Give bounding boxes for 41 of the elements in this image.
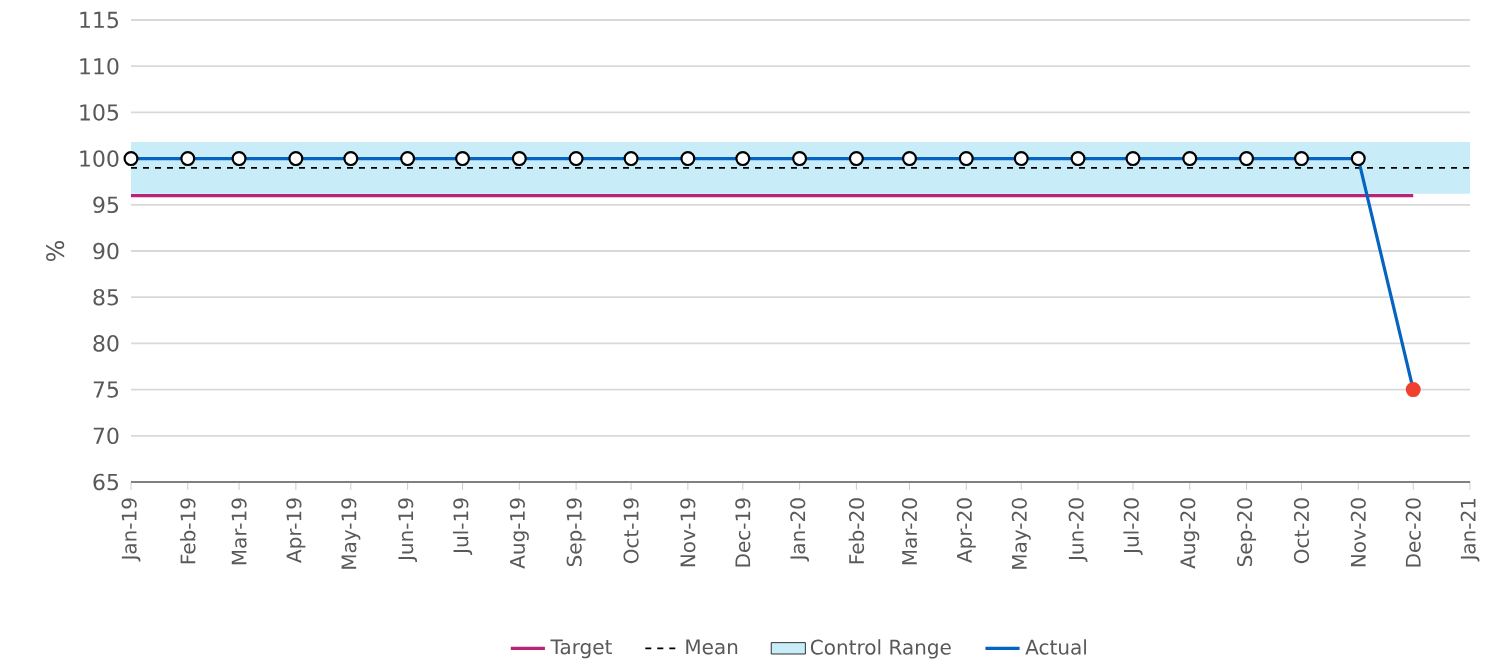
legend-label: Control Range (810, 639, 951, 659)
x-tick-label: Oct-19 (623, 498, 639, 564)
y-tick-label: 70 (93, 427, 119, 445)
x-tick-label: Mar-19 (231, 498, 247, 565)
x-tick-label: Jul-19 (452, 498, 473, 555)
x-tick-label: Nov-20 (1350, 498, 1366, 567)
x-tick-label: Mar-20 (901, 498, 918, 565)
x-tick-label: May-20 (1011, 498, 1031, 569)
x-tick-label: Dec-19 (735, 498, 751, 567)
y-tick-label: 100 (80, 150, 119, 167)
x-tick-label: Jan-20 (790, 498, 810, 562)
x-tick-label: Feb-20 (848, 498, 865, 564)
y-tick-label: 95 (93, 196, 119, 214)
y-axis-title: % (46, 240, 65, 262)
x-tick-label: Jan-21 (1460, 498, 1480, 562)
y-tick-label: 105 (80, 104, 118, 121)
x-tick-label: Nov-19 (680, 498, 696, 567)
x-tick-label: Aug-20 (1180, 498, 1200, 569)
x-tick-label: Jun-19 (398, 498, 418, 563)
x-tick-label: Feb-19 (180, 498, 196, 564)
y-tick-label: 110 (80, 57, 119, 75)
y-tick-label: 115 (80, 11, 118, 29)
x-tick-label: Jul-20 (1123, 498, 1143, 555)
x-tick-label: May-19 (341, 498, 361, 569)
x-tick-label: Sep-20 (1237, 498, 1257, 567)
x-tick-label: Dec-20 (1405, 498, 1421, 567)
x-tick-label: Jan-19 (121, 498, 141, 562)
x-tick-label: Apr-19 (286, 498, 306, 563)
y-tick-label: 65 (93, 473, 119, 491)
x-tick-label: Apr-20 (956, 498, 976, 563)
legend-label: Target (550, 639, 612, 659)
y-tick-label: 85 (93, 288, 119, 306)
x-tick-label: Aug-19 (509, 498, 529, 569)
y-tick-label: 75 (93, 381, 119, 398)
legend-label: Mean (686, 639, 738, 655)
legend-label: Actual (1025, 639, 1086, 655)
y-tick-label: 80 (93, 335, 119, 352)
x-tick-label: Jun-20 (1068, 498, 1088, 563)
x-tick-label: Oct-20 (1293, 498, 1310, 564)
y-tick-label: 90 (93, 242, 119, 260)
x-tick-label: Sep-19 (566, 498, 586, 567)
